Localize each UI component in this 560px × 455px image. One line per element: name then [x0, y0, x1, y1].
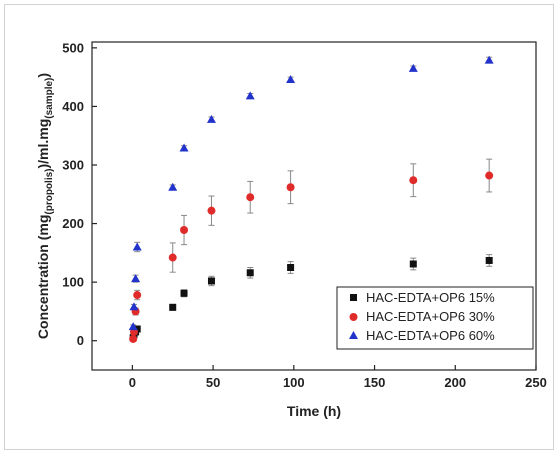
y-axis-title-prefix: Concentration (mg	[35, 215, 51, 339]
y-tick-label: 0	[77, 333, 84, 348]
y-axis-title-sub1: (propolis)	[44, 169, 55, 215]
y-tick-label: 200	[62, 216, 84, 231]
legend-box	[336, 286, 534, 350]
y-tick-label: 300	[62, 158, 84, 173]
legend-marker-circle	[349, 313, 358, 321]
data-point-circle	[286, 183, 295, 192]
data-point-circle	[207, 206, 216, 215]
plot-area	[91, 41, 537, 371]
data-point-square	[133, 325, 141, 333]
data-point-triangle	[128, 322, 138, 331]
x-axis-title: Time (h)	[287, 403, 341, 419]
y-tick-label: 100	[62, 275, 84, 290]
y-tick-label: 500	[62, 40, 84, 55]
x-tick-label: 200	[444, 375, 466, 390]
data-point-circle	[133, 291, 142, 300]
data-point-square	[207, 277, 215, 285]
data-point-triangle	[286, 74, 296, 83]
data-point-square	[485, 256, 493, 264]
y-axis-title-sub2: (sample)	[44, 78, 55, 119]
y-axis-title: Concentration (mg(propolis))/ml.mg(sampl…	[35, 73, 55, 339]
data-point-triangle	[168, 182, 178, 191]
data-point-circle	[168, 253, 177, 262]
y-axis-title-suffix: )	[35, 73, 51, 78]
data-point-circle	[246, 193, 255, 202]
data-point-triangle	[179, 143, 189, 152]
data-point-triangle	[245, 91, 255, 100]
x-tick-label: 0	[129, 375, 136, 390]
y-axis-title-mid: )/ml.mg	[35, 119, 51, 169]
data-marks	[128, 55, 494, 343]
data-point-circle	[129, 334, 138, 343]
data-point-square	[169, 303, 177, 311]
data-point-triangle	[129, 302, 139, 311]
figure-frame	[4, 4, 554, 450]
legend-label-15: HAC-EDTA+OP6 15%	[366, 290, 495, 305]
data-point-square	[409, 260, 417, 268]
data-point-square	[287, 264, 295, 271]
y-ticks: 0 100 200 300 400 500	[62, 40, 97, 348]
data-point-circle	[409, 176, 418, 185]
y-axis-title-group: Concentration (mg(propolis))/ml.mg(sampl…	[35, 73, 55, 339]
x-tick-label: 50	[206, 375, 220, 390]
data-point-triangle	[132, 242, 142, 251]
data-point-circle	[485, 171, 494, 180]
legend-marker-triangle	[349, 331, 358, 339]
x-tick-label: 150	[364, 375, 386, 390]
legend-label-60: HAC-EDTA+OP6 60%	[366, 328, 495, 343]
data-point-triangle	[206, 114, 216, 123]
data-point-square	[246, 269, 254, 277]
x-tick-label: 250	[525, 375, 547, 390]
data-point-triangle	[408, 63, 418, 72]
legend-label-30: HAC-EDTA+OP6 30%	[366, 309, 495, 324]
data-point-square	[180, 289, 188, 297]
data-point-triangle	[131, 274, 141, 283]
data-point-triangle	[484, 55, 494, 64]
legend-marker-square	[350, 294, 357, 301]
legend: HAC-EDTA+OP6 15% HAC-EDTA+OP6 30% HAC-ED…	[336, 286, 534, 350]
y-tick-label: 400	[62, 99, 84, 114]
data-point-circle	[180, 226, 189, 235]
x-ticks: 0 50 100 150 200 250	[129, 365, 547, 390]
x-tick-label: 100	[283, 375, 305, 390]
